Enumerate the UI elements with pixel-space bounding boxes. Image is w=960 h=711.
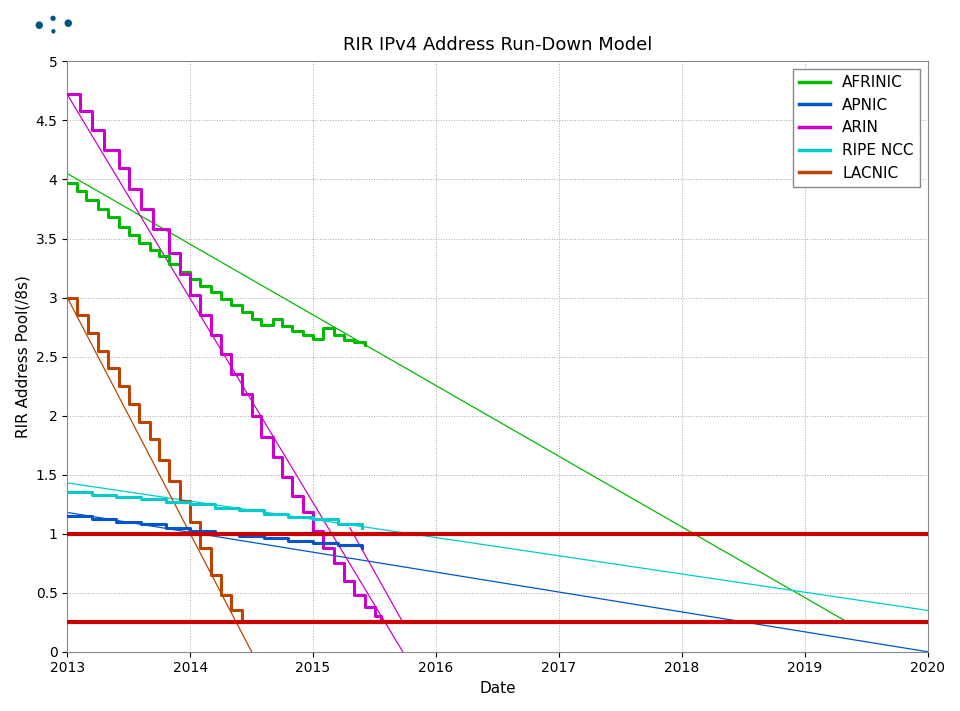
Y-axis label: RIR Address Pool(/8s): RIR Address Pool(/8s) xyxy=(15,275,30,438)
Text: ●: ● xyxy=(35,20,42,30)
Text: ●: ● xyxy=(51,28,55,33)
Legend: AFRINIC, APNIC, ARIN, RIPE NCC, LACNIC: AFRINIC, APNIC, ARIN, RIPE NCC, LACNIC xyxy=(793,69,920,187)
X-axis label: Date: Date xyxy=(479,681,516,696)
Title: RIR IPv4 Address Run-Down Model: RIR IPv4 Address Run-Down Model xyxy=(343,36,652,54)
Text: ●: ● xyxy=(63,18,71,28)
Text: ●: ● xyxy=(50,15,56,21)
